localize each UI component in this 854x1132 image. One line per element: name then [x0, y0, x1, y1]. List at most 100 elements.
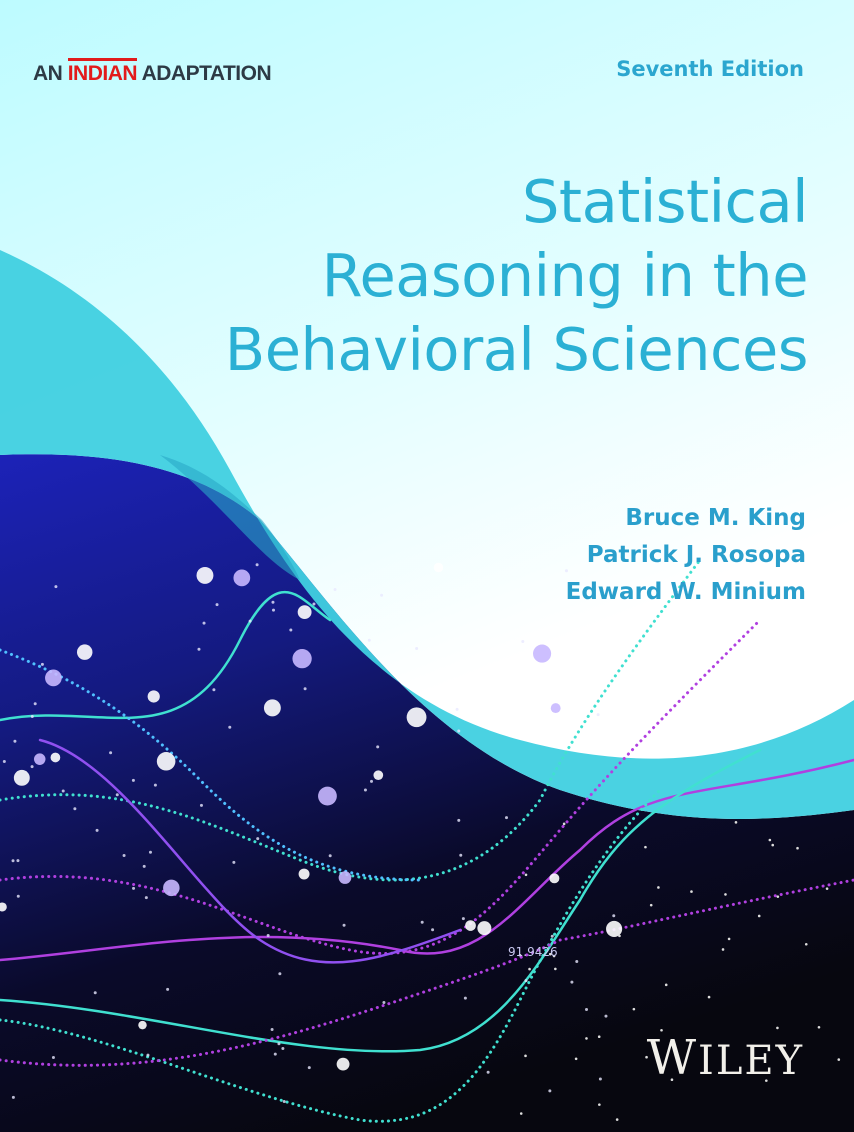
data-dot: [734, 821, 738, 824]
data-dot: [519, 1112, 523, 1115]
data-dot: [533, 644, 552, 663]
data-dot: [40, 662, 44, 666]
data-dot: [271, 608, 275, 612]
data-dot: [670, 1078, 674, 1082]
data-dot: [255, 563, 259, 567]
data-dot: [50, 752, 61, 763]
data-dot: [504, 816, 508, 820]
data-dot: [363, 788, 367, 792]
data-dot: [76, 644, 93, 660]
data-dot: [524, 873, 528, 877]
data-dot: [147, 690, 160, 703]
data-dot: [11, 1095, 15, 1099]
data-dot: [45, 669, 62, 687]
data-dot: [132, 886, 136, 890]
adaptation-label: AN INDIAN ADAPTATION: [33, 58, 272, 86]
data-line: [0, 558, 702, 882]
data-dot: [138, 1020, 147, 1030]
data-dot: [657, 886, 660, 889]
data-dot: [796, 846, 799, 850]
data-dot: [765, 1079, 768, 1082]
data-dot: [431, 928, 435, 932]
data-dot: [649, 903, 653, 907]
data-dot: [524, 979, 528, 983]
adaptation-suffix: ADAPTATION: [141, 62, 272, 85]
data-dot: [271, 600, 275, 604]
data-dot: [333, 587, 337, 591]
data-dot: [367, 638, 371, 642]
data-dot: [604, 1014, 608, 1018]
data-dot: [660, 1028, 663, 1032]
data-dot: [248, 619, 252, 623]
data-dot: [486, 1070, 490, 1074]
author: Bruce M. King: [625, 505, 806, 531]
data-dot: [757, 914, 761, 918]
data-dot: [16, 894, 20, 898]
data-dot: [232, 860, 236, 864]
data-dot: [550, 934, 554, 938]
data-dot: [552, 954, 556, 958]
data-dot: [131, 778, 135, 782]
data-dot: [289, 628, 293, 632]
data-dot: [30, 715, 34, 719]
data-dot: [33, 753, 46, 765]
data-dot: [817, 1025, 821, 1029]
data-dot: [297, 605, 312, 620]
data-dot: [263, 699, 281, 717]
data-dot: [570, 980, 574, 984]
data-dot: [463, 996, 467, 1000]
data-dot: [312, 602, 316, 606]
data-dot: [727, 937, 731, 941]
adaptation-prefix: AN: [33, 62, 63, 85]
data-dot: [597, 1035, 601, 1039]
title-line: Statistical: [521, 167, 809, 236]
data-dot: [298, 868, 310, 880]
data-line: [38, 738, 462, 964]
data-dot: [30, 765, 34, 769]
graphic-number: 91.9426: [508, 945, 558, 959]
data-dot: [266, 934, 270, 938]
data-dot: [618, 934, 621, 938]
data-dot: [318, 786, 337, 806]
data-dot: [598, 1077, 602, 1081]
data-dot: [528, 967, 531, 971]
data-dot: [768, 838, 772, 842]
data-dot: [457, 818, 461, 822]
data-dot: [11, 859, 15, 863]
data-dot: [415, 646, 419, 650]
data-dot: [115, 793, 119, 797]
data-line: [0, 878, 854, 1067]
data-dot: [645, 1055, 648, 1059]
data-dot: [215, 603, 219, 607]
data-dot: [278, 972, 282, 976]
data-dot: [461, 917, 465, 921]
data-dot: [163, 879, 180, 897]
data-dot: [548, 952, 552, 956]
data-dot: [338, 871, 352, 884]
data-dot: [61, 789, 65, 793]
data-line: [0, 590, 332, 722]
data-dot: [51, 1055, 55, 1059]
data-dot: [664, 983, 668, 987]
data-dot: [156, 751, 176, 771]
data-dot: [477, 921, 492, 936]
data-dot: [212, 688, 216, 692]
data-dots: [0, 562, 841, 1121]
data-dot: [196, 566, 214, 584]
data-dot: [554, 967, 557, 971]
data-dot: [615, 1118, 619, 1121]
data-dot: [707, 995, 711, 999]
data-dot: [336, 1057, 350, 1071]
data-dot: [142, 864, 146, 868]
data-dot: [282, 1100, 286, 1104]
data-dot: [549, 873, 560, 884]
data-dot: [197, 647, 201, 651]
data-dot: [433, 562, 444, 573]
data-dot: [370, 779, 374, 783]
data-dot: [457, 729, 461, 733]
data-dot: [564, 569, 568, 573]
data-dot: [166, 987, 170, 991]
data-dot: [521, 640, 525, 644]
data-dot: [292, 649, 312, 669]
